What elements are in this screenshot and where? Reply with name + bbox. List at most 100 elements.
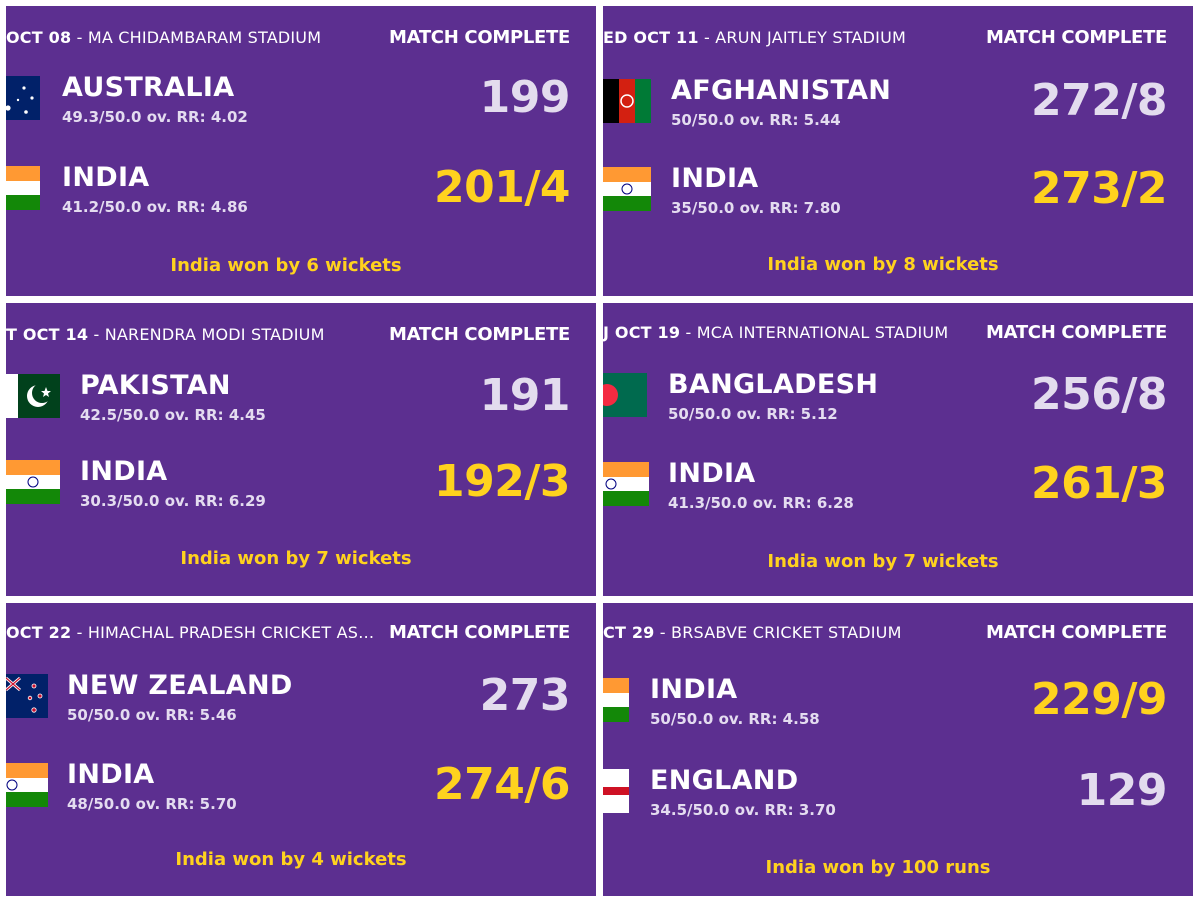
team-score: 129 xyxy=(1076,765,1168,816)
team-name: INDIA xyxy=(67,759,155,790)
match-date-venue: J OCT 19 - MCA INTERNATIONAL STADIUM xyxy=(603,323,949,342)
team-overs-runrate: 50/50.0 ov. RR: 5.46 xyxy=(67,706,237,724)
team-overs-runrate: 49.3/50.0 ov. RR: 4.02 xyxy=(62,108,248,126)
team-name: INDIA xyxy=(668,458,756,489)
team-name: AUSTRALIA xyxy=(62,72,235,103)
team-name: ENGLAND xyxy=(650,765,799,796)
match-result: India won by 8 wickets xyxy=(767,254,999,275)
team-row-1: NEW ZEALAND 50/50.0 ov. RR: 5.46 273 xyxy=(6,670,571,734)
team-name: INDIA xyxy=(650,674,738,705)
team-name: AFGHANISTAN xyxy=(671,75,892,106)
team-score: 274/6 xyxy=(433,759,571,810)
india-flag-icon xyxy=(603,462,649,506)
match-card-nz-ind[interactable]: OCT 22 - HIMACHAL PRADESH CRICKET ASS...… xyxy=(6,603,596,896)
match-date: OCT 08 xyxy=(6,28,72,47)
match-card-ind-eng[interactable]: CT 29 - BRSABVE CRICKET STADIUM MATCH CO… xyxy=(603,603,1193,896)
match-date-venue: CT 29 - BRSABVE CRICKET STADIUM xyxy=(603,623,902,642)
match-result: India won by 7 wickets xyxy=(767,551,999,572)
team-score: 256/8 xyxy=(1030,369,1168,420)
england-flag-icon xyxy=(603,769,629,813)
team-name: INDIA xyxy=(62,162,150,193)
team-name: BANGLADESH xyxy=(668,369,879,400)
team-score: 261/3 xyxy=(1030,458,1168,509)
new-zealand-flag-icon xyxy=(6,674,48,718)
team-overs-runrate: 50/50.0 ov. RR: 4.58 xyxy=(650,710,820,728)
team-overs-runrate: 48/50.0 ov. RR: 5.70 xyxy=(67,795,237,813)
match-card-aus-ind[interactable]: OCT 08 - MA CHIDAMBARAM STADIUM MATCH CO… xyxy=(6,6,596,296)
match-venue: NARENDRA MODI STADIUM xyxy=(104,325,325,344)
team-name: PAKISTAN xyxy=(80,370,231,401)
match-result: India won by 6 wickets xyxy=(170,255,402,276)
team-row-2: INDIA 35/50.0 ov. RR: 7.80 273/2 xyxy=(603,163,1168,227)
team-overs-runrate: 30.3/50.0 ov. RR: 6.29 xyxy=(80,492,266,510)
team-row-2: INDIA 30.3/50.0 ov. RR: 6.29 192/3 xyxy=(6,456,571,520)
match-status: MATCH COMPLETE xyxy=(985,322,1167,343)
match-result: India won by 4 wickets xyxy=(175,849,407,870)
match-venue: ARUN JAITLEY STADIUM xyxy=(715,28,907,47)
team-score: 273 xyxy=(479,670,571,721)
india-flag-icon xyxy=(603,678,629,722)
team-row-1: BANGLADESH 50/50.0 ov. RR: 5.12 256/8 xyxy=(603,369,1168,433)
team-overs-runrate: 50/50.0 ov. RR: 5.44 xyxy=(671,111,841,129)
match-date: OCT 22 xyxy=(6,623,72,642)
match-status: MATCH COMPLETE xyxy=(985,27,1167,48)
match-date-venue: ED OCT 11 - ARUN JAITLEY STADIUM xyxy=(603,28,907,47)
match-result: India won by 7 wickets xyxy=(180,548,412,569)
match-card-ban-ind[interactable]: J OCT 19 - MCA INTERNATIONAL STADIUM MAT… xyxy=(603,303,1193,596)
match-header: ED OCT 11 - ARUN JAITLEY STADIUM MATCH C… xyxy=(603,27,1167,52)
team-score: 191 xyxy=(479,370,571,421)
team-score: 192/3 xyxy=(433,456,571,507)
match-card-pak-ind[interactable]: T OCT 14 - NARENDRA MODI STADIUM MATCH C… xyxy=(6,303,596,596)
team-score: 272/8 xyxy=(1030,75,1168,126)
match-date: J OCT 19 xyxy=(603,323,681,342)
match-venue: HIMACHAL PRADESH CRICKET ASS... xyxy=(87,623,384,642)
match-date: CT 29 xyxy=(603,623,655,642)
match-header: T OCT 14 - NARENDRA MODI STADIUM MATCH C… xyxy=(6,324,570,349)
team-row-1: AFGHANISTAN 50/50.0 ov. RR: 5.44 272/8 xyxy=(603,75,1168,139)
match-status: MATCH COMPLETE xyxy=(388,27,570,48)
team-name: NEW ZEALAND xyxy=(67,670,293,701)
team-overs-runrate: 42.5/50.0 ov. RR: 4.45 xyxy=(80,406,266,424)
team-overs-runrate: 50/50.0 ov. RR: 5.12 xyxy=(668,405,838,423)
match-date: ED OCT 11 xyxy=(603,28,699,47)
team-overs-runrate: 35/50.0 ov. RR: 7.80 xyxy=(671,199,841,217)
india-flag-icon xyxy=(6,763,48,807)
match-header: CT 29 - BRSABVE CRICKET STADIUM MATCH CO… xyxy=(603,622,1167,647)
team-score: 229/9 xyxy=(1030,674,1168,725)
team-overs-runrate: 41.2/50.0 ov. RR: 4.86 xyxy=(62,198,248,216)
match-date: T OCT 14 xyxy=(6,325,89,344)
team-score: 199 xyxy=(479,72,571,123)
team-row-1: PAKISTAN 42.5/50.0 ov. RR: 4.45 191 xyxy=(6,370,571,434)
team-row-2: ENGLAND 34.5/50.0 ov. RR: 3.70 129 xyxy=(603,765,1168,829)
match-date-venue: T OCT 14 - NARENDRA MODI STADIUM xyxy=(6,325,325,344)
india-flag-icon xyxy=(603,167,651,211)
team-score: 201/4 xyxy=(433,162,571,213)
match-venue: MCA INTERNATIONAL STADIUM xyxy=(696,323,949,342)
team-score: 273/2 xyxy=(1030,163,1168,214)
match-card-afg-ind[interactable]: ED OCT 11 - ARUN JAITLEY STADIUM MATCH C… xyxy=(603,6,1193,296)
match-date-venue: OCT 08 - MA CHIDAMBARAM STADIUM xyxy=(6,28,322,47)
india-flag-icon xyxy=(6,166,40,210)
match-result: India won by 100 runs xyxy=(765,857,991,878)
match-header: OCT 08 - MA CHIDAMBARAM STADIUM MATCH CO… xyxy=(6,27,570,52)
team-row-2: INDIA 41.2/50.0 ov. RR: 4.86 201/4 xyxy=(6,162,571,226)
match-header: J OCT 19 - MCA INTERNATIONAL STADIUM MAT… xyxy=(603,322,1167,347)
match-status: MATCH COMPLETE xyxy=(985,622,1167,643)
match-status: MATCH COMPLETE xyxy=(388,324,570,345)
team-row-2: INDIA 48/50.0 ov. RR: 5.70 274/6 xyxy=(6,759,571,823)
team-row-1: INDIA 50/50.0 ov. RR: 4.58 229/9 xyxy=(603,674,1168,738)
team-name: INDIA xyxy=(80,456,168,487)
team-row-1: AUSTRALIA 49.3/50.0 ov. RR: 4.02 199 xyxy=(6,72,571,136)
bangladesh-flag-icon xyxy=(603,373,647,417)
team-overs-runrate: 34.5/50.0 ov. RR: 3.70 xyxy=(650,801,836,819)
india-flag-icon xyxy=(6,460,60,504)
match-header: OCT 22 - HIMACHAL PRADESH CRICKET ASS...… xyxy=(6,622,570,647)
match-venue: MA CHIDAMBARAM STADIUM xyxy=(87,28,322,47)
afghanistan-flag-icon xyxy=(603,79,651,123)
team-row-2: INDIA 41.3/50.0 ov. RR: 6.28 261/3 xyxy=(603,458,1168,522)
match-venue: BRSABVE CRICKET STADIUM xyxy=(671,623,902,642)
team-overs-runrate: 41.3/50.0 ov. RR: 6.28 xyxy=(668,494,854,512)
pakistan-flag-icon xyxy=(6,374,60,418)
match-status: MATCH COMPLETE xyxy=(388,622,570,643)
team-name: INDIA xyxy=(671,163,759,194)
